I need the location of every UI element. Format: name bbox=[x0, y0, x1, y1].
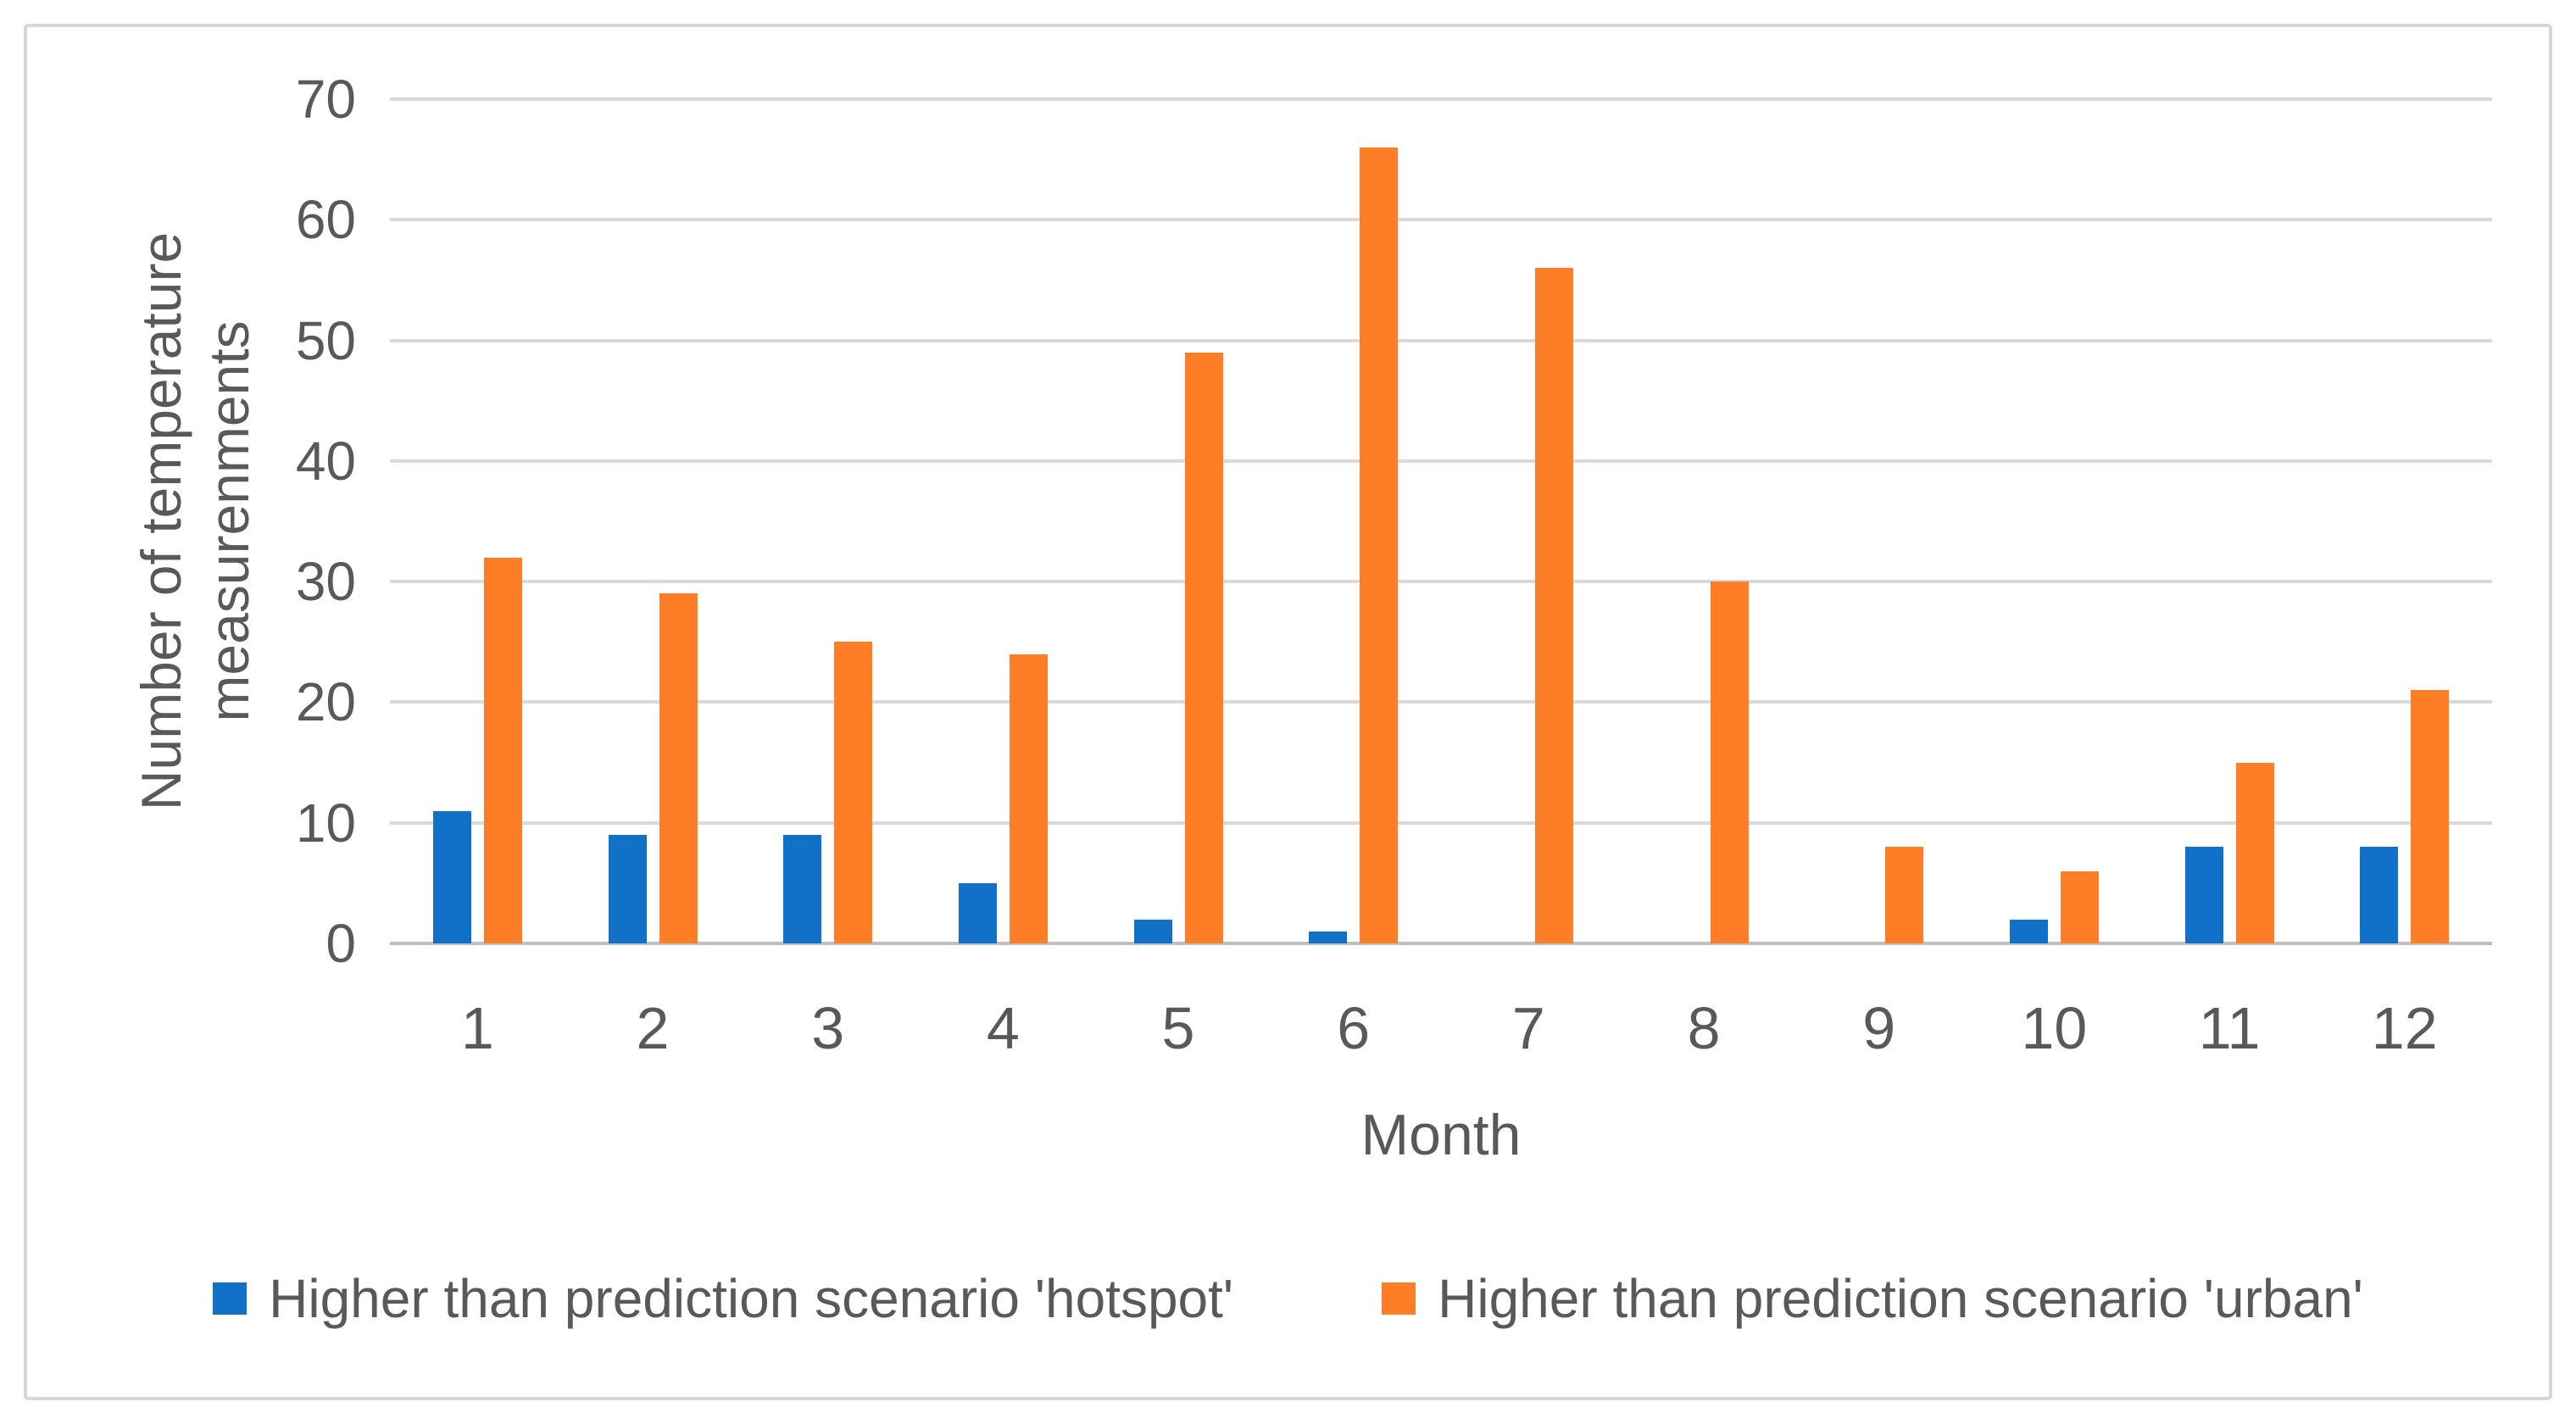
bar-hotspot-month-12 bbox=[2360, 847, 2399, 943]
legend: Higher than prediction scenario 'hotspot… bbox=[51, 1256, 2525, 1341]
bar-urban-month-8 bbox=[1710, 581, 1749, 943]
bar-hotspot-month-4 bbox=[958, 882, 997, 943]
month-group-6 bbox=[1266, 99, 1441, 943]
legend-label: Higher than prediction scenario 'urban' bbox=[1438, 1268, 2363, 1329]
x-tick-label: 2 bbox=[636, 995, 670, 1061]
x-tick-label: 9 bbox=[1862, 995, 1896, 1061]
bar-urban-month-2 bbox=[659, 593, 698, 943]
gridline bbox=[390, 97, 2492, 101]
x-tick-label: 4 bbox=[986, 995, 1020, 1061]
x-tick-label: 7 bbox=[1511, 995, 1545, 1061]
bar-hotspot-month-11 bbox=[2184, 847, 2223, 943]
month-group-5 bbox=[1091, 99, 1266, 943]
bar-hotspot-month-2 bbox=[608, 834, 647, 943]
gridline bbox=[390, 700, 2492, 704]
month-group-10 bbox=[1967, 99, 2142, 943]
gridline bbox=[390, 338, 2492, 342]
month-group-3 bbox=[740, 99, 915, 943]
legend-item-urban: Higher than prediction scenario 'urban' bbox=[1382, 1268, 2363, 1329]
bar-urban-month-5 bbox=[1184, 352, 1223, 943]
month-group-9 bbox=[1791, 99, 1967, 943]
bar-hotspot-month-3 bbox=[783, 834, 822, 943]
y-tick-label: 50 bbox=[295, 309, 356, 371]
bar-urban-month-11 bbox=[2235, 762, 2274, 943]
y-tick-label: 60 bbox=[295, 189, 356, 251]
month-group-7 bbox=[1441, 99, 1616, 943]
gridline bbox=[390, 218, 2492, 222]
month-group-4 bbox=[915, 99, 1091, 943]
gridline bbox=[390, 820, 2492, 825]
x-tick-label: 1 bbox=[460, 995, 494, 1061]
y-axis-title-line1: Number of temperature bbox=[130, 231, 192, 811]
x-tick-label: 10 bbox=[2021, 995, 2088, 1061]
bar-urban-month-1 bbox=[483, 557, 522, 943]
y-tick-label: 40 bbox=[295, 430, 356, 492]
month-group-12 bbox=[2317, 99, 2492, 943]
x-tick-label: 12 bbox=[2371, 995, 2438, 1061]
x-axis-line bbox=[390, 942, 2492, 945]
bar-urban-month-12 bbox=[2411, 690, 2450, 943]
gridline bbox=[390, 459, 2492, 463]
bar-urban-month-6 bbox=[1360, 147, 1399, 943]
bar-urban-month-4 bbox=[1009, 654, 1048, 943]
bar-urban-month-9 bbox=[1885, 847, 1924, 943]
y-tick-label: 10 bbox=[295, 792, 356, 854]
month-group-1 bbox=[390, 99, 565, 943]
legend-swatch-icon bbox=[1382, 1282, 1416, 1315]
gridline bbox=[390, 580, 2492, 584]
bar-urban-month-10 bbox=[2060, 871, 2099, 943]
y-tick-label: 70 bbox=[295, 69, 356, 130]
legend-item-hotspot: Higher than prediction scenario 'hotspot… bbox=[213, 1268, 1233, 1329]
bar-urban-month-7 bbox=[1534, 268, 1573, 943]
x-tick-label: 3 bbox=[811, 995, 845, 1061]
month-group-8 bbox=[1616, 99, 1792, 943]
x-tick-label: 8 bbox=[1687, 995, 1721, 1061]
legend-label: Higher than prediction scenario 'hotspot… bbox=[269, 1268, 1234, 1329]
x-tick-label: 6 bbox=[1337, 995, 1371, 1061]
bar-hotspot-month-5 bbox=[1133, 919, 1172, 943]
x-axis-title: Month bbox=[1360, 1103, 1522, 1167]
month-group-11 bbox=[2142, 99, 2317, 943]
bar-hotspot-month-1 bbox=[432, 810, 471, 943]
bar-hotspot-month-10 bbox=[2009, 919, 2048, 943]
bar-urban-month-3 bbox=[834, 642, 873, 943]
y-tick-label: 0 bbox=[325, 913, 356, 974]
plot-area bbox=[390, 97, 2492, 945]
bar-series-container bbox=[390, 99, 2492, 943]
x-axis-tick-labels: 1 2 3 4 5 6 7 8 9 10 11 12 bbox=[390, 990, 2492, 1066]
bar-hotspot-month-6 bbox=[1309, 931, 1348, 943]
legend-swatch-icon bbox=[213, 1282, 248, 1315]
y-tick-label: 20 bbox=[295, 671, 356, 733]
month-group-2 bbox=[565, 99, 741, 943]
x-tick-label: 11 bbox=[2198, 995, 2261, 1061]
y-tick-label: 30 bbox=[295, 551, 356, 613]
x-tick-label: 5 bbox=[1161, 995, 1195, 1061]
